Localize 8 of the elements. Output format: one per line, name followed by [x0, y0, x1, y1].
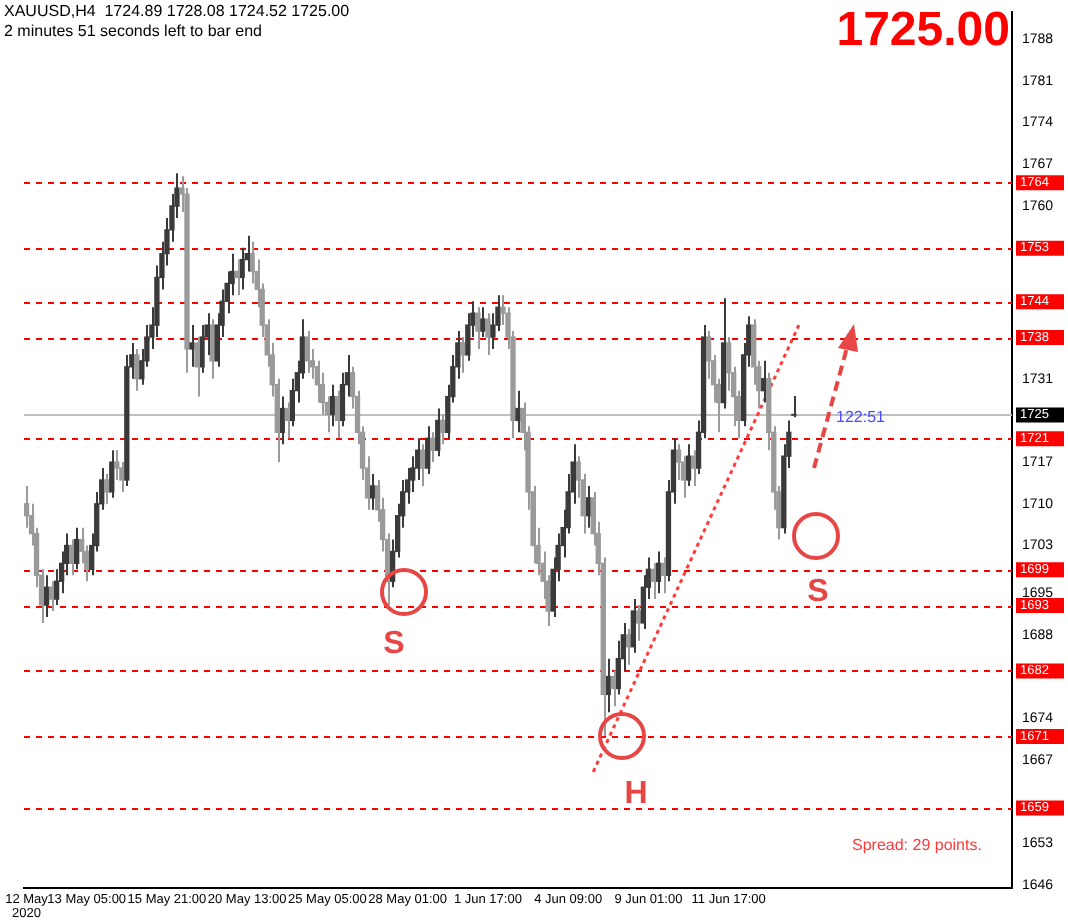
- annotation: 122:51: [836, 408, 887, 427]
- annotation: XAUUSD,H4 1724.89 1728.08 1724.52 1725.00: [4, 2, 351, 21]
- annotation: S: [383, 626, 406, 661]
- annotation: Spread: 29 points.: [852, 836, 982, 855]
- annotation: H: [624, 776, 648, 811]
- annotation: 1725.00: [836, 3, 1010, 58]
- annotation: S: [807, 574, 830, 609]
- annotation: 2 minutes 51 seconds left to bar end: [4, 22, 262, 41]
